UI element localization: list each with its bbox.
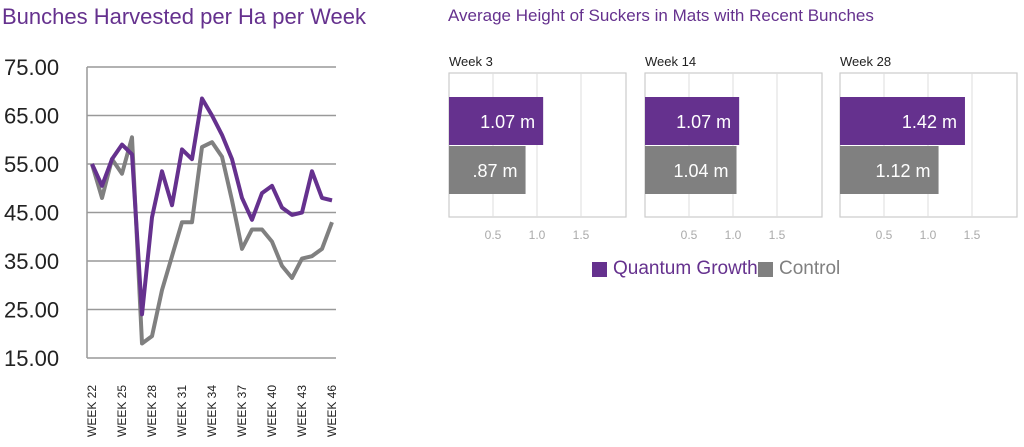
x-tick-label: WEEK 40	[265, 385, 279, 437]
bar-label: 1.07 m	[676, 112, 731, 132]
bar-chart-title: Average Height of Suckers in Mats with R…	[448, 6, 874, 25]
x-tick-label: 1.5	[964, 228, 981, 242]
panel-title: Week 3	[449, 54, 493, 69]
y-tick-label: 45.00	[4, 201, 59, 226]
x-tick-label: 1.0	[529, 228, 546, 242]
x-tick-label: WEEK 22	[85, 385, 99, 437]
x-tick-label: WEEK 46	[325, 385, 339, 437]
y-tick-label: 75.00	[4, 55, 59, 80]
y-tick-label: 25.00	[4, 298, 59, 323]
legend-quantum-growth: Quantum Growth	[592, 258, 758, 280]
x-tick-label: 0.5	[681, 228, 698, 242]
y-tick-label: 55.00	[4, 152, 59, 177]
bar	[449, 146, 526, 194]
x-tick-label: 0.5	[876, 228, 893, 242]
legend-swatch	[592, 261, 607, 277]
legend-label: Quantum Growth	[613, 258, 758, 279]
y-tick-label: 15.00	[4, 346, 59, 371]
x-tick-label: 1.0	[725, 228, 742, 242]
x-tick-label: 1.5	[573, 228, 590, 242]
bar	[449, 97, 544, 145]
bar-label: 1.04 m	[673, 161, 728, 181]
x-tick-label: 0.5	[485, 228, 502, 242]
x-tick-label: WEEK 28	[145, 385, 159, 437]
legend-swatch	[758, 261, 773, 277]
bar-label: 1.42 m	[902, 112, 957, 132]
x-tick-label: WEEK 25	[115, 385, 129, 437]
legend-control: Control	[758, 258, 840, 280]
x-tick-label: WEEK 37	[235, 385, 249, 437]
bar	[645, 97, 740, 145]
line-chart-title: Bunches Harvested per Ha per Week	[2, 4, 366, 29]
bar	[645, 146, 737, 194]
bar-label: .87 m	[473, 161, 518, 181]
x-tick-label: WEEK 31	[175, 385, 189, 437]
bar-label: 1.07 m	[480, 112, 535, 132]
y-tick-label: 35.00	[4, 249, 59, 274]
legend-label: Control	[779, 258, 841, 279]
x-tick-label: WEEK 43	[295, 385, 309, 437]
x-tick-label: 1.0	[920, 228, 937, 242]
panel-title: Week 14	[645, 54, 696, 69]
bar-label: 1.12 m	[876, 161, 931, 181]
series-line-control	[90, 135, 334, 346]
series-line-quantum-growth	[90, 96, 333, 317]
bar	[840, 146, 939, 194]
x-tick-label: WEEK 34	[205, 385, 219, 437]
y-tick-label: 65.00	[4, 104, 59, 129]
panel-title: Week 28	[840, 54, 891, 69]
bar	[840, 97, 965, 145]
x-tick-label: 1.5	[769, 228, 786, 242]
